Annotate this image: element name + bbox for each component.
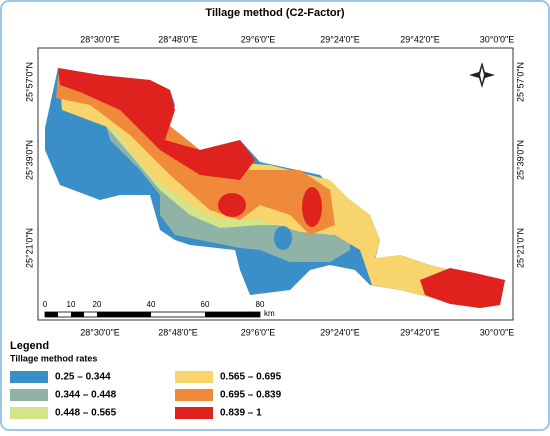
lon-label: 29°24'0"E [320, 327, 360, 337]
legend-swatch [175, 389, 213, 401]
lon-label: 29°6'0"E [241, 34, 276, 44]
lon-label: 29°42'0"E [400, 34, 440, 44]
scale-label: 0 [43, 300, 48, 309]
legend-swatch [175, 407, 213, 419]
lat-label: 25°57'0"N [24, 62, 34, 102]
lat-label: 25°21'0"N [24, 228, 34, 268]
region [302, 187, 322, 227]
legend-subtitle: Tillage method rates [10, 353, 97, 363]
region [274, 226, 292, 250]
lon-label: 29°6'0"E [241, 327, 276, 337]
legend-label: 0.448 – 0.565 [55, 408, 117, 419]
lon-label: 29°42'0"E [400, 327, 440, 337]
scale-label: 80 [256, 300, 265, 309]
lon-label: 29°24'0"E [320, 34, 360, 44]
lon-label: 28°48'0"E [158, 34, 198, 44]
scale-label: 60 [201, 300, 210, 309]
scale-label: 20 [93, 300, 102, 309]
lat-label: 25°39'0"N [515, 140, 525, 180]
legend-title: Legend [10, 340, 49, 352]
lat-label: 25°57'0"N [515, 62, 525, 102]
scale-label: 40 [147, 300, 156, 309]
legend-swatch [10, 389, 48, 401]
scale-label: 10 [67, 300, 76, 309]
region [420, 268, 505, 308]
legend-swatch [10, 371, 48, 383]
legend-swatch [10, 407, 48, 419]
scale-unit: km [264, 309, 275, 318]
map-title: Tillage method (C2-Factor) [205, 7, 344, 19]
region [218, 193, 246, 217]
lon-label: 30°0'0"E [480, 327, 515, 337]
map-regions [45, 68, 505, 308]
lon-label: 28°48'0"E [158, 327, 198, 337]
lon-label: 30°0'0"E [480, 34, 515, 44]
legend-label: 0.695 – 0.839 [220, 390, 282, 401]
north-arrow [469, 62, 495, 88]
lat-label: 25°21'0"N [515, 228, 525, 268]
lon-label: 28°30'0"E [80, 327, 120, 337]
lon-label: 28°30'0"E [80, 34, 120, 44]
legend-label: 0.565 – 0.695 [220, 372, 282, 383]
legend-swatch [175, 371, 213, 383]
legend-label: 0.344 – 0.448 [55, 390, 117, 401]
scale-bar [44, 311, 261, 318]
legend-label: 0.25 – 0.344 [55, 372, 111, 383]
region [58, 68, 255, 180]
lat-label: 25°39'0"N [24, 140, 34, 180]
legend-label: 0.839 – 1 [220, 408, 262, 419]
